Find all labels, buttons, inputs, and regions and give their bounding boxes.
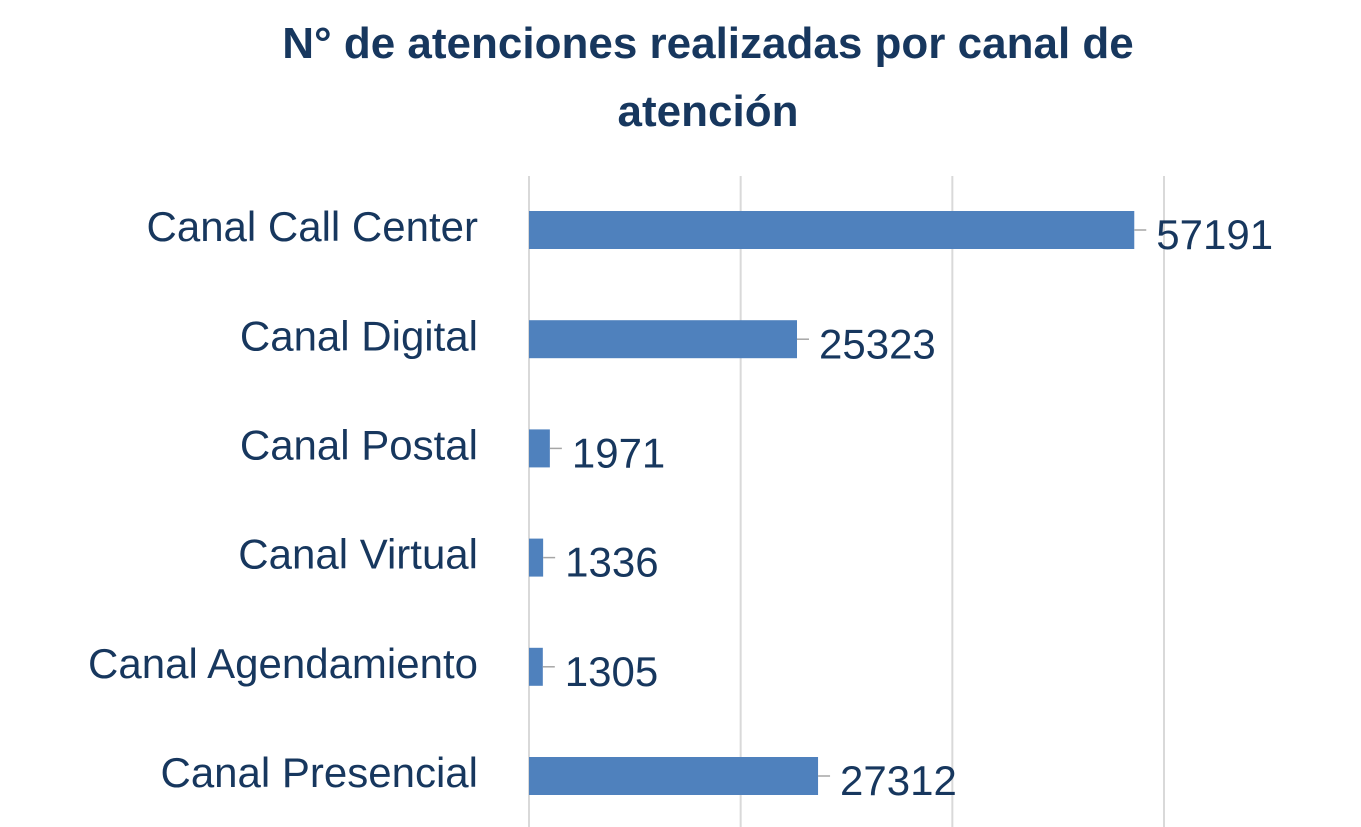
bar [529, 757, 819, 795]
data-label: 1971 [572, 429, 665, 476]
data-label: 27312 [840, 757, 957, 804]
bar [529, 647, 543, 686]
category-label: Canal Presencial [160, 749, 478, 796]
data-label: 1336 [565, 539, 658, 586]
category-label: Canal Postal [240, 421, 478, 468]
data-label: 25323 [819, 320, 936, 367]
data-label: 1305 [565, 648, 658, 695]
bar [529, 429, 550, 468]
bar [529, 320, 798, 359]
category-label: Canal Agendamiento [88, 640, 478, 687]
data-label: 57191 [1156, 211, 1273, 258]
chart-title: N° de atenciones realizadas por canal de… [282, 19, 1134, 136]
category-label: Canal Digital [240, 312, 478, 359]
bar [529, 211, 1135, 249]
category-label: Canal Virtual [238, 531, 478, 578]
bar [529, 538, 544, 577]
category-label: Canal Call Center [147, 203, 479, 250]
